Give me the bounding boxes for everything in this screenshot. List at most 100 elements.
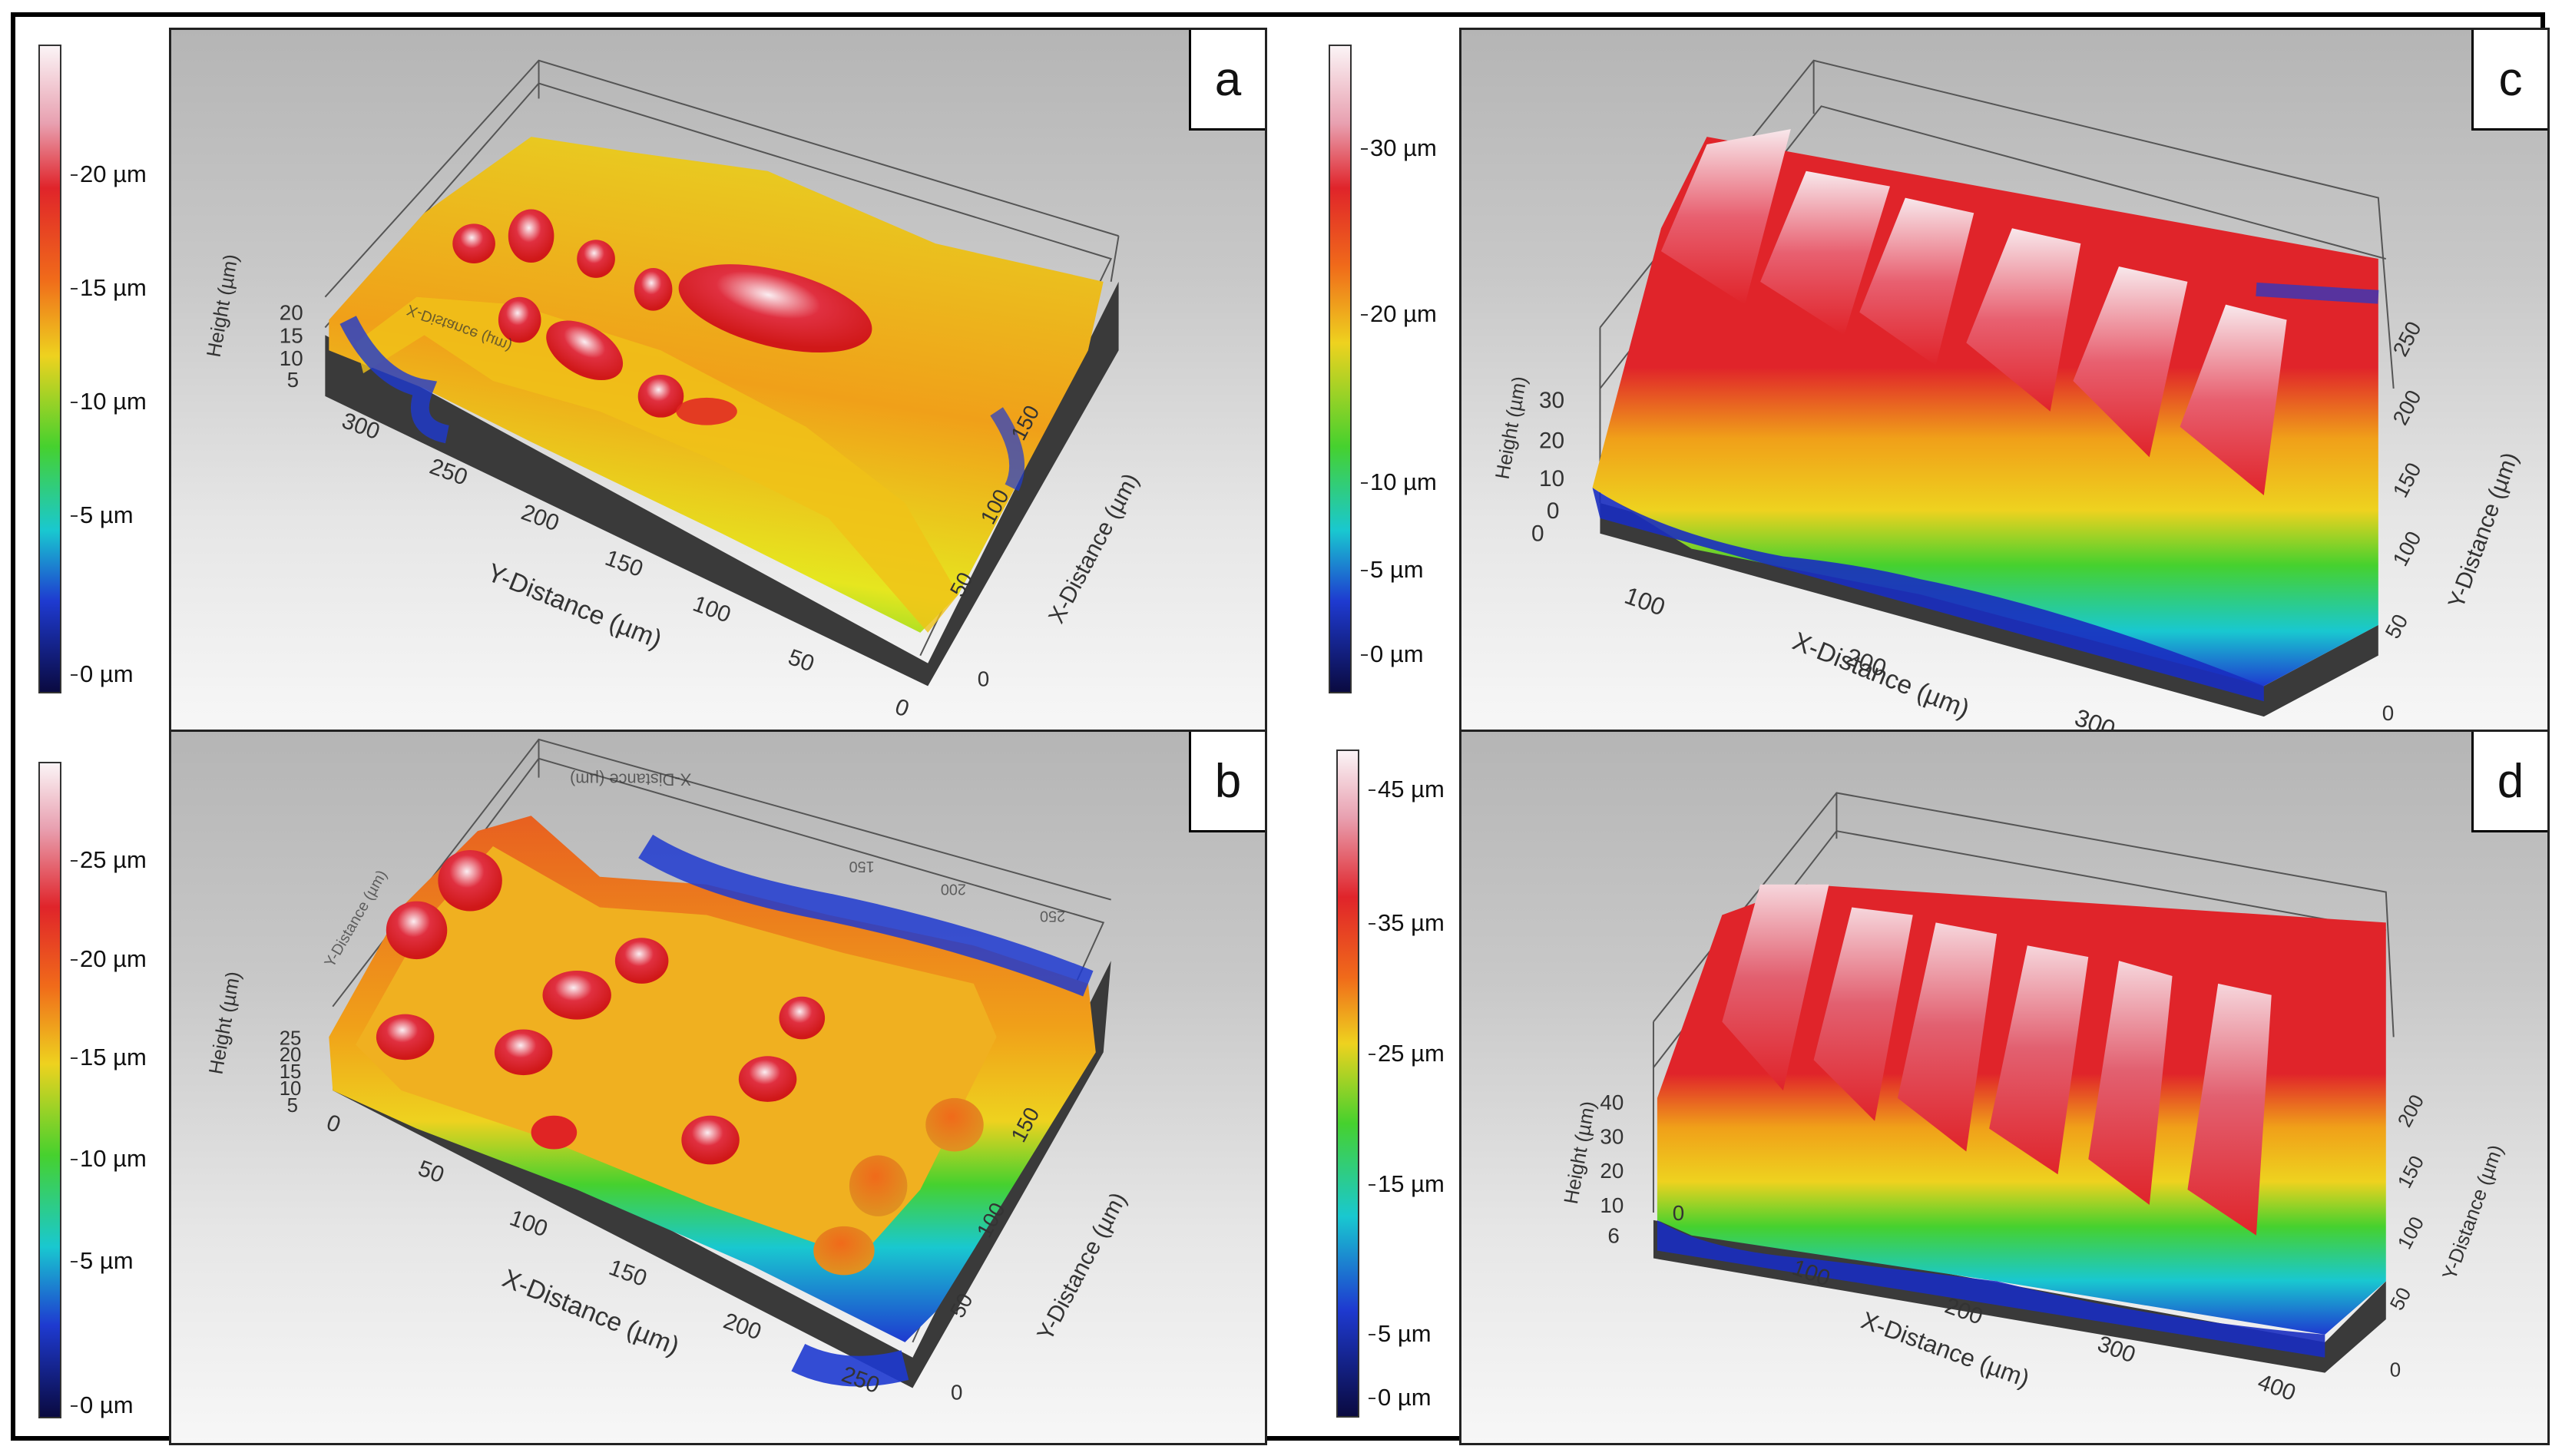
height-tick-d: 40: [1600, 1090, 1624, 1114]
y-tick-a: 0: [892, 694, 912, 723]
figure-frame: 20 µm 15 µm 10 µm 5 µm 0 µm: [11, 12, 2550, 1445]
y-tick-c: 0: [2382, 701, 2394, 725]
height-tick-a: 20: [280, 301, 303, 325]
height-axis-label-b: Height (µm): [206, 970, 245, 1076]
y-tick-c: 50: [2381, 611, 2413, 643]
x-tick-d: 400: [2254, 1369, 2299, 1406]
origin-tick-d: 0: [1673, 1201, 1684, 1225]
panel-label-d: d: [2471, 732, 2547, 832]
x-axis-label-c: X-Distance (µm): [1789, 627, 1974, 724]
y-tick-d: 150: [2394, 1153, 2428, 1192]
colorbar-c-tick: 5 µm: [1361, 556, 1424, 584]
surface-bump: [546, 320, 624, 381]
ridge: [1966, 228, 2081, 412]
surface-plot-d: Height (µm) 40 30 20 10 6 100 200 300 40…: [1561, 792, 2507, 1406]
y-tick-d: 0: [2390, 1360, 2401, 1382]
height-tick-c: 30: [1539, 388, 1564, 413]
y-tick-d: 100: [2394, 1213, 2428, 1252]
panel-label-b: b: [1189, 732, 1265, 832]
surface-valley-b: [791, 1343, 909, 1387]
colorbar-c-tick: 30 µm: [1361, 134, 1437, 162]
surface-bump: [779, 996, 826, 1040]
panel-c: Height (µm) 30 20 10 0 100 200 300 0 X-D…: [1459, 28, 2550, 734]
ridge: [1897, 922, 1998, 1152]
x-tick-a: 0: [978, 667, 989, 690]
colorbar-a-tick: 20 µm: [71, 160, 147, 187]
y-tick-a: 150: [602, 545, 647, 582]
surface-plot-a: Height (µm) 20 15 10 5 300 250 200 150 1…: [204, 59, 1144, 723]
height-tick-b: 25: [280, 1027, 302, 1049]
y-tick-c: 200: [2388, 386, 2426, 429]
surface-bump: [438, 850, 502, 912]
colorbar-d-tick: 15 µm: [1369, 1170, 1445, 1197]
x-axis-label-d: X-Distance (µm): [1858, 1306, 2034, 1393]
colorbar-b-tick: 5 µm: [71, 1246, 134, 1274]
y-tick-a: 50: [785, 644, 817, 677]
ridge: [2088, 961, 2173, 1206]
height-tick-c: 20: [1539, 428, 1564, 453]
height-axis-label-a: Height (µm): [204, 253, 243, 359]
x-tick-b: 0: [323, 1110, 344, 1138]
surface-base-c: [1600, 502, 2378, 717]
x-tick-c: 300: [2071, 703, 2119, 732]
panel-label-c: c: [2471, 30, 2547, 131]
colorbar-d-tick: 35 µm: [1369, 909, 1445, 937]
height-tick-c: 0: [1547, 498, 1560, 524]
ridge: [2180, 304, 2287, 496]
ridge: [2187, 983, 2272, 1236]
surface-valley-c: [1592, 488, 2264, 702]
surface-bump: [531, 1115, 578, 1150]
surface-bump: [577, 240, 615, 278]
x-tick-b: 150: [606, 1255, 650, 1292]
colorbar-d-tick: 25 µm: [1369, 1039, 1445, 1067]
x-axis-label-b: X-Distance (µm): [498, 1264, 684, 1362]
y-axis-label-c: Y-Distance (µm): [2444, 449, 2524, 612]
y-tick-d: 50: [2386, 1284, 2415, 1314]
surface-plot-b: Height (µm) 25 20 15 10 5 0 50 100 150 2…: [206, 738, 1131, 1404]
surface-valley-d: [1657, 1219, 2325, 1358]
surface-bump: [614, 938, 669, 984]
x-tick-c: 100: [1621, 581, 1669, 621]
surface-bump: [813, 1226, 875, 1276]
surface-bump: [494, 1029, 553, 1076]
colorbar-b-tick: 25 µm: [71, 846, 147, 874]
panel-label-a: a: [1189, 30, 1265, 131]
colorbar-c-tick: 0 µm: [1361, 640, 1424, 668]
height-tick-b: 5: [287, 1095, 298, 1117]
ridge: [1660, 129, 1791, 305]
surface-bump: [634, 267, 673, 311]
y-tick-c: 100: [2388, 528, 2426, 571]
surface-valley-a: [990, 407, 1024, 491]
surface-bump: [849, 1155, 908, 1216]
colorbar-b-tick: 0 µm: [71, 1391, 134, 1418]
panel-b: Height (µm) 25 20 15 10 5 0 50 100 150 2…: [169, 730, 1267, 1445]
colorbar-b-tick: 10 µm: [71, 1145, 147, 1173]
x-tick-b: 200: [720, 1309, 765, 1345]
back-x-label-b: X-Distance (µm): [570, 770, 691, 789]
height-tick-b: 10: [280, 1078, 302, 1100]
colorbar-d: [1336, 750, 1359, 1418]
ridge: [1989, 945, 2089, 1175]
surface-bump: [925, 1097, 984, 1152]
colorbar-a: [38, 45, 61, 693]
surface-bump: [452, 223, 495, 264]
ridge: [1859, 197, 1974, 366]
x-tick-b: 100: [506, 1205, 551, 1242]
surface-valley-b: [638, 834, 1094, 997]
surface-plot-c: Height (µm) 30 20 10 0 100 200 300 0 X-D…: [1492, 59, 2524, 732]
colorbar-a-tick: 5 µm: [71, 501, 134, 528]
colorbar-d-tick: 0 µm: [1369, 1383, 1432, 1411]
height-tick-d: 30: [1600, 1125, 1624, 1149]
colorbar-b-tick: 15 µm: [71, 1043, 147, 1070]
colorbar-c-tick: 10 µm: [1361, 468, 1437, 496]
height-tick-a: 15: [280, 323, 303, 347]
colorbar-d-tick: 5 µm: [1369, 1320, 1432, 1348]
colorbar-b-tick: 20 µm: [71, 945, 147, 972]
surface-bump: [678, 264, 872, 353]
surface-band-b: [356, 846, 997, 1259]
surface-valley-a: [339, 316, 450, 444]
height-tick-b: 20: [280, 1044, 302, 1066]
colorbar-a-tick: 10 µm: [71, 387, 147, 415]
surface-bump: [637, 375, 684, 418]
panel-a: Height (µm) 20 15 10 5 300 250 200 150 1…: [169, 28, 1267, 734]
